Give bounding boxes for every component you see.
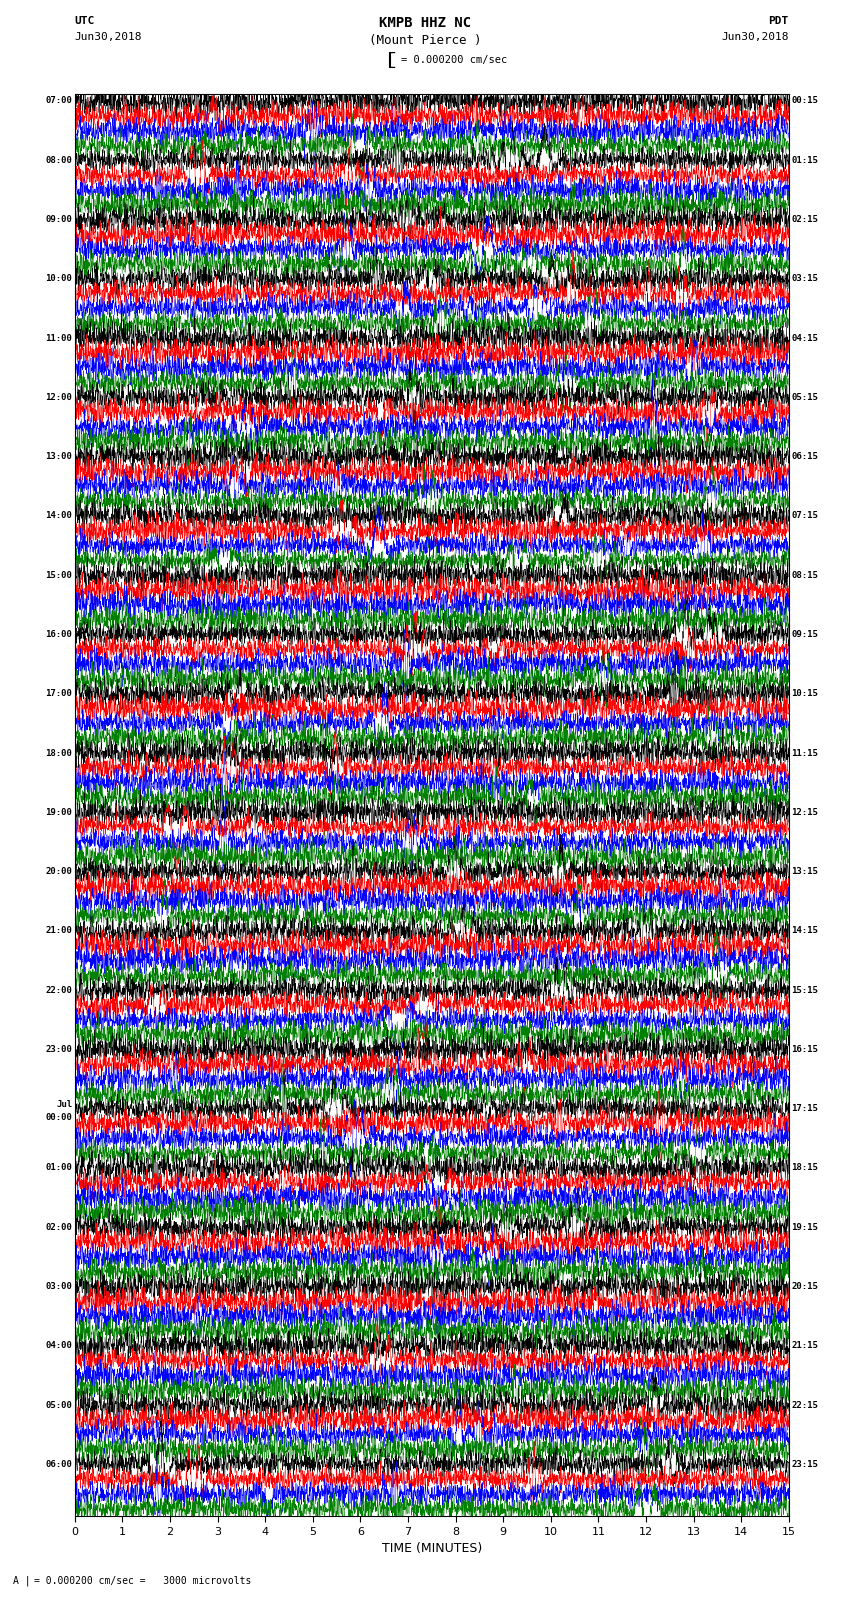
- Text: 23:00: 23:00: [45, 1045, 72, 1053]
- Text: 19:15: 19:15: [791, 1223, 819, 1232]
- Text: 06:00: 06:00: [45, 1460, 72, 1469]
- Text: 22:00: 22:00: [45, 986, 72, 995]
- Text: 14:00: 14:00: [45, 511, 72, 521]
- Text: 07:15: 07:15: [791, 511, 819, 521]
- Text: Jul: Jul: [56, 1100, 72, 1110]
- Text: 17:00: 17:00: [45, 689, 72, 698]
- X-axis label: TIME (MINUTES): TIME (MINUTES): [382, 1542, 482, 1555]
- Text: A |: A |: [13, 1576, 31, 1586]
- Text: 16:00: 16:00: [45, 631, 72, 639]
- Text: 11:00: 11:00: [45, 334, 72, 342]
- Text: 04:00: 04:00: [45, 1342, 72, 1350]
- Text: 10:15: 10:15: [791, 689, 819, 698]
- Text: = 0.000200 cm/sec =   3000 microvolts: = 0.000200 cm/sec = 3000 microvolts: [34, 1576, 252, 1586]
- Text: 20:00: 20:00: [45, 868, 72, 876]
- Text: 12:15: 12:15: [791, 808, 819, 816]
- Text: 02:00: 02:00: [45, 1223, 72, 1232]
- Text: 08:00: 08:00: [45, 156, 72, 165]
- Text: 09:15: 09:15: [791, 631, 819, 639]
- Text: 01:00: 01:00: [45, 1163, 72, 1173]
- Text: (Mount Pierce ): (Mount Pierce ): [369, 34, 481, 47]
- Text: 03:00: 03:00: [45, 1282, 72, 1290]
- Text: 18:15: 18:15: [791, 1163, 819, 1173]
- Text: 05:15: 05:15: [791, 394, 819, 402]
- Text: 10:00: 10:00: [45, 274, 72, 284]
- Text: 21:15: 21:15: [791, 1342, 819, 1350]
- Text: 04:15: 04:15: [791, 334, 819, 342]
- Text: 22:15: 22:15: [791, 1400, 819, 1410]
- Text: 08:15: 08:15: [791, 571, 819, 579]
- Text: 02:15: 02:15: [791, 215, 819, 224]
- Text: 07:00: 07:00: [45, 97, 72, 105]
- Text: 18:00: 18:00: [45, 748, 72, 758]
- Text: 16:15: 16:15: [791, 1045, 819, 1053]
- Text: 03:15: 03:15: [791, 274, 819, 284]
- Text: 19:00: 19:00: [45, 808, 72, 816]
- Text: 15:15: 15:15: [791, 986, 819, 995]
- Text: 11:15: 11:15: [791, 748, 819, 758]
- Text: 20:15: 20:15: [791, 1282, 819, 1290]
- Text: 09:00: 09:00: [45, 215, 72, 224]
- Text: 05:00: 05:00: [45, 1400, 72, 1410]
- Text: 00:15: 00:15: [791, 97, 819, 105]
- Text: 14:15: 14:15: [791, 926, 819, 936]
- Text: = 0.000200 cm/sec: = 0.000200 cm/sec: [401, 55, 507, 65]
- Text: 15:00: 15:00: [45, 571, 72, 579]
- Text: KMPB HHZ NC: KMPB HHZ NC: [379, 16, 471, 31]
- Text: Jun30,2018: Jun30,2018: [722, 32, 789, 42]
- Text: 21:00: 21:00: [45, 926, 72, 936]
- Text: 01:15: 01:15: [791, 156, 819, 165]
- Text: 06:15: 06:15: [791, 452, 819, 461]
- Text: 17:15: 17:15: [791, 1105, 819, 1113]
- Text: UTC: UTC: [75, 16, 95, 26]
- Text: 13:15: 13:15: [791, 868, 819, 876]
- Text: PDT: PDT: [768, 16, 789, 26]
- Text: 23:15: 23:15: [791, 1460, 819, 1469]
- Text: 00:00: 00:00: [45, 1113, 72, 1123]
- Text: 13:00: 13:00: [45, 452, 72, 461]
- Text: 12:00: 12:00: [45, 394, 72, 402]
- Text: Jun30,2018: Jun30,2018: [75, 32, 142, 42]
